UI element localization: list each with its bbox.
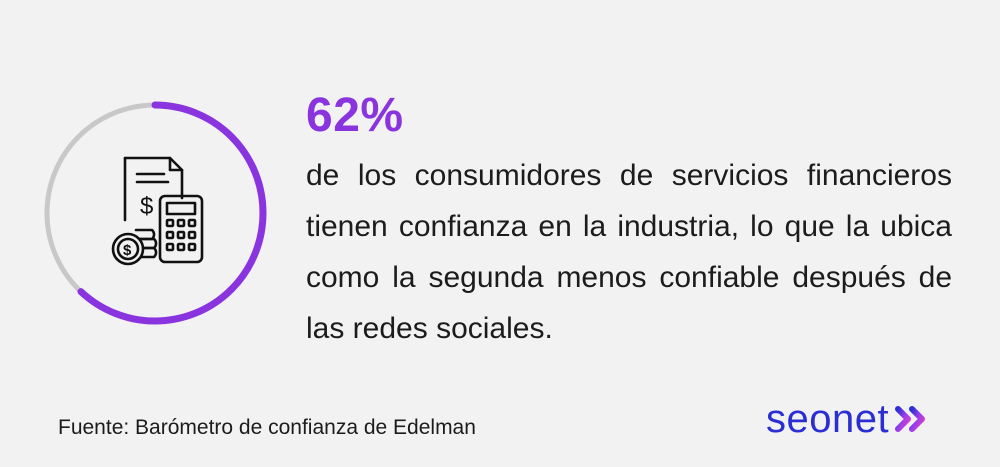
brand-name: seonet: [766, 397, 890, 441]
stat-percentage: 62%: [306, 89, 404, 142]
svg-text:$: $: [140, 193, 153, 220]
double-chevron-right-icon: [895, 406, 926, 432]
svg-text:$: $: [123, 242, 132, 259]
source-credit: Fuente: Barómetro de confianza de Edelma…: [58, 416, 476, 439]
progress-ring-fill: [43, 101, 267, 325]
brand-logo: seonet: [766, 396, 931, 442]
finance-calculator-coins-icon: $ $: [111, 156, 204, 266]
progress-ring: $ $: [43, 101, 267, 325]
stat-description: de los consumidores de servicios financi…: [306, 159, 952, 345]
